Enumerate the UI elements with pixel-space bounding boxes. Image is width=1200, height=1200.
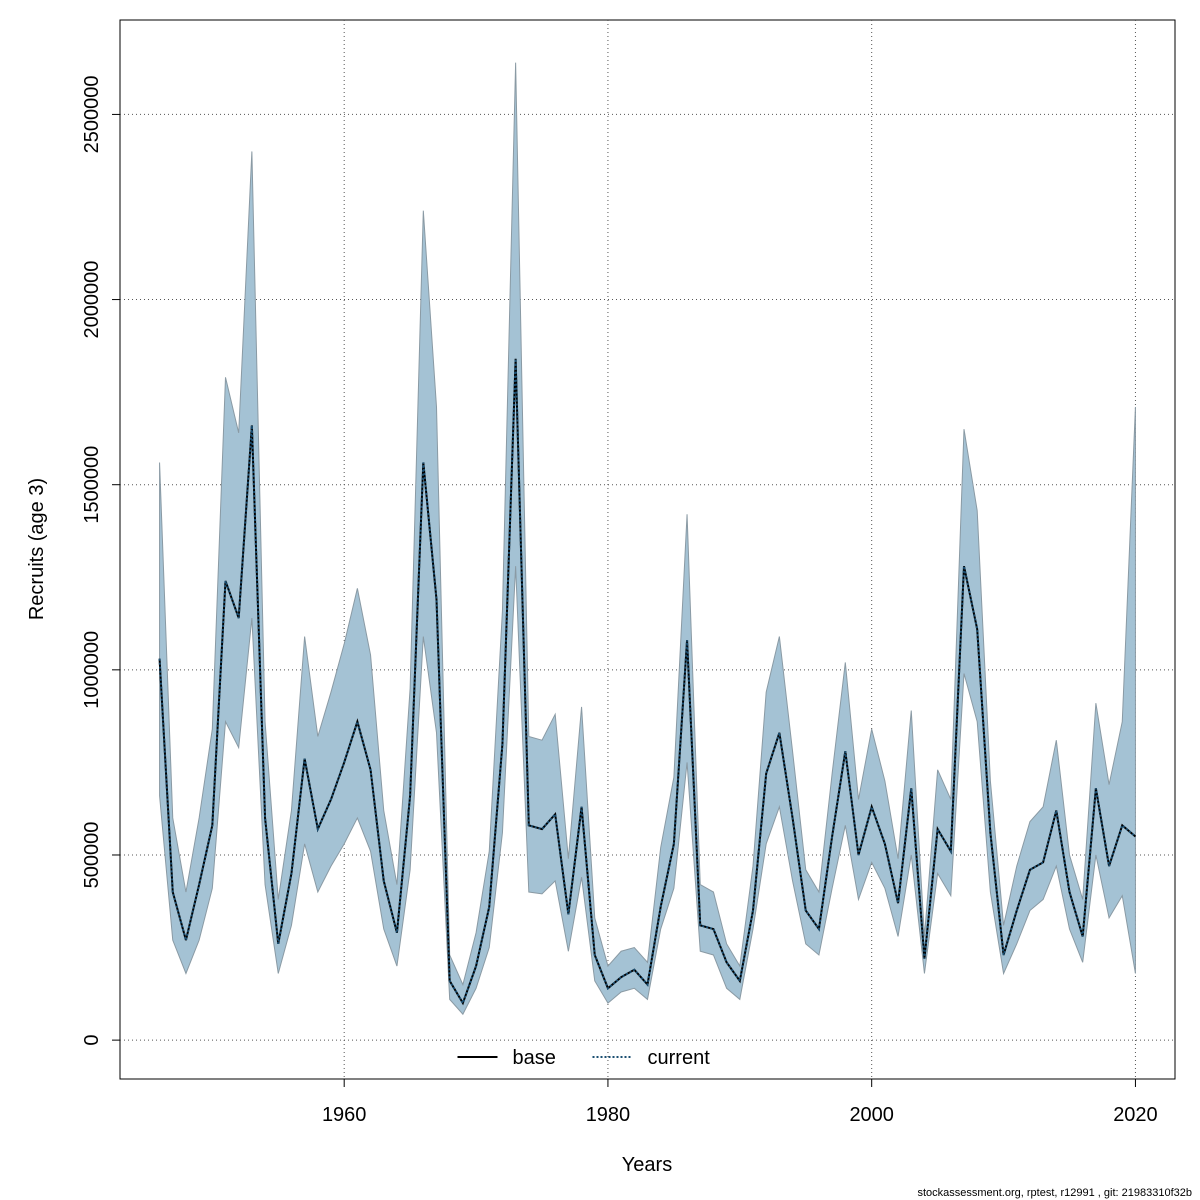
x-axis-title: Years: [622, 1154, 672, 1176]
y-tick-label: 1000000: [81, 631, 103, 709]
x-tick-label: 1980: [586, 1104, 631, 1126]
x-tick-label: 2020: [1113, 1104, 1158, 1126]
y-tick-label: 500000: [81, 822, 103, 889]
legend-label: base: [513, 1047, 556, 1069]
footer: stockassessment.org, rptest, r12991 , gi…: [917, 1187, 1192, 1199]
y-axis-title: Recruits (age 3): [26, 478, 48, 620]
y-tick-label: 0: [81, 1035, 103, 1046]
confidence-band: [159, 62, 1136, 1016]
legend-label: current: [648, 1047, 711, 1069]
y-tick-label: 2000000: [81, 261, 103, 339]
y-tick-label: 2500000: [81, 75, 103, 153]
y-tick-label: 1500000: [81, 446, 103, 524]
series-line: [158, 358, 1137, 1006]
x-tick-label: 2000: [849, 1104, 894, 1126]
x-tick-label: 1960: [322, 1104, 367, 1126]
plot-frame: [119, 19, 1176, 1080]
